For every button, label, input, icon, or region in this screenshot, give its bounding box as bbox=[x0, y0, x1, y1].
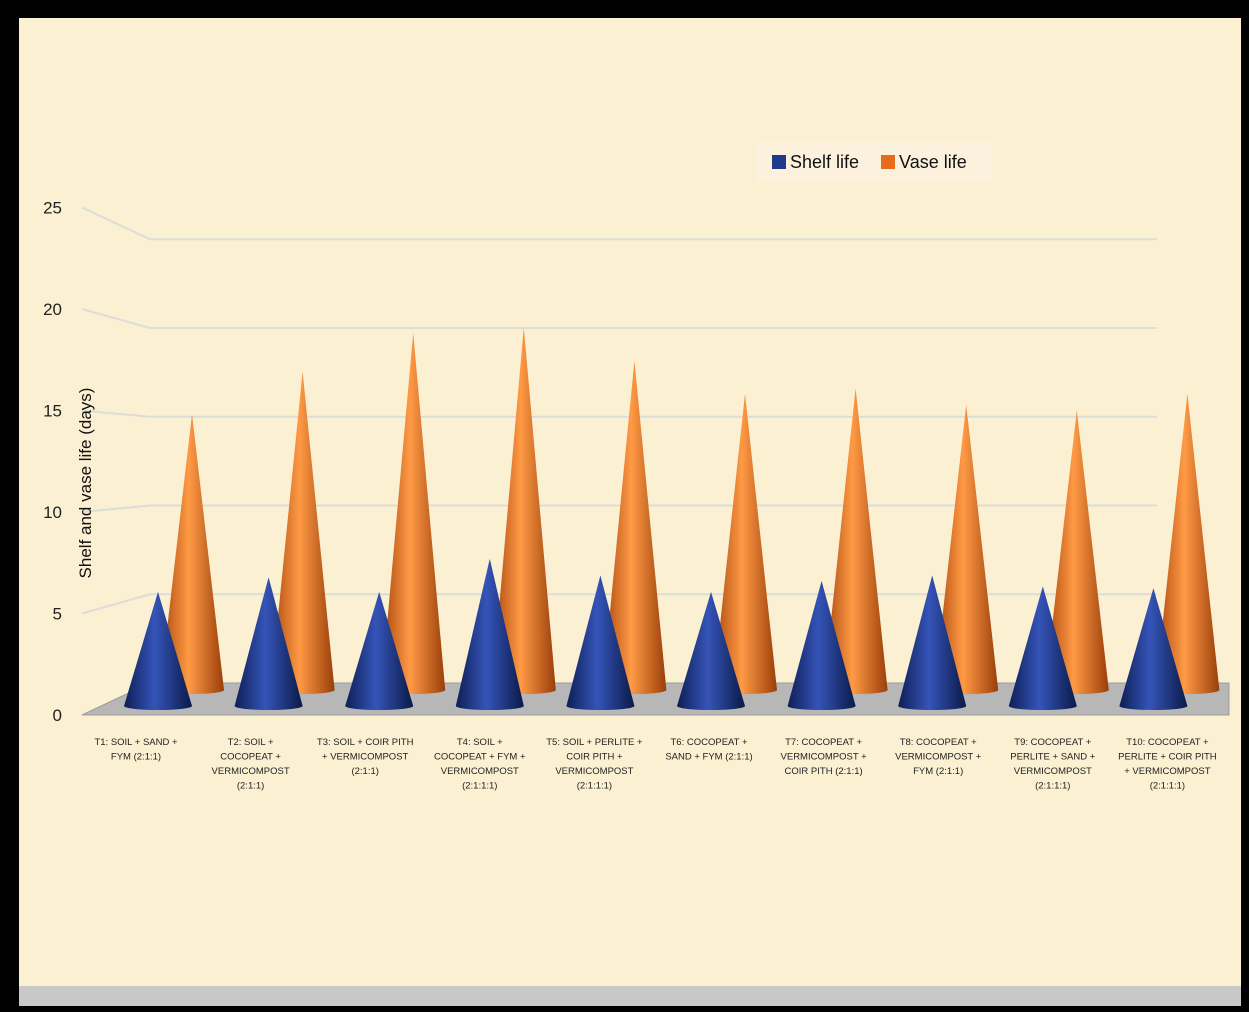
vase-life-cone bbox=[602, 360, 667, 694]
y-tick-label: 5 bbox=[53, 605, 62, 624]
x-tick-label: T7: COCOPEAT + VERMICOMPOST + COIR PITH (2… bbox=[781, 737, 868, 777]
shelf-life-cone bbox=[345, 591, 414, 710]
legend-item-shelf-life: Shelf life bbox=[772, 152, 859, 173]
shelf-life-cone bbox=[234, 577, 303, 710]
shelf-life-cone bbox=[124, 591, 192, 710]
x-tick-label: T1: SOIL + SAND + FYM (2:1:1) bbox=[94, 737, 178, 763]
shelf-life-cone bbox=[455, 558, 524, 710]
x-tick-label: T8: COCOPEAT + VERMICOMPOST + FYM (2:1:1) bbox=[895, 737, 982, 777]
gridline bbox=[81, 308, 1157, 329]
y-tick-label: 20 bbox=[43, 300, 62, 319]
y-tick-label: 10 bbox=[43, 503, 62, 522]
legend-label-shelf-life: Shelf life bbox=[790, 151, 860, 172]
x-tick-label: T2: SOIL + COCOPEAT + VERMICOMPOST (2:1:1) bbox=[212, 737, 290, 792]
vase-life-cone bbox=[160, 414, 224, 694]
shelf-life-cone bbox=[566, 575, 635, 710]
x-tick-label: T4: SOIL + COCOPEAT + FYM + VERMICOMPOST (2… bbox=[434, 737, 526, 792]
vase-life-cone bbox=[823, 388, 888, 694]
gridline bbox=[81, 206, 1157, 241]
y-tick-label: 0 bbox=[53, 706, 62, 725]
legend-item-vase-life: Vase life bbox=[881, 152, 967, 173]
vase-life-cone bbox=[934, 404, 999, 694]
vase-life-cone bbox=[381, 333, 446, 694]
legend-label-vase-life: Vase life bbox=[899, 151, 967, 172]
shelf-life-cone bbox=[677, 591, 745, 710]
x-tick-label: T9: COCOPEAT + PERLITE + SAND + VERMICOMPO… bbox=[1010, 737, 1095, 792]
vase-life-cone bbox=[713, 393, 777, 694]
shelf-life-cone bbox=[898, 575, 967, 710]
shelf-life-cone bbox=[787, 580, 856, 710]
vase-life-cone bbox=[1044, 410, 1109, 694]
x-tick-label: T5: SOIL + PERLITE + COIR PITH + VERMICOMP… bbox=[546, 737, 643, 792]
shelf-life-cone bbox=[1119, 588, 1188, 710]
y-tick-label: 25 bbox=[43, 199, 62, 218]
legend: Shelf life Vase life bbox=[756, 142, 992, 182]
vase-life-cone bbox=[491, 327, 556, 694]
x-tick-label: T10: COCOPEAT + PERLITE + COIR PITH + VERM… bbox=[1118, 737, 1217, 792]
bottom-strip bbox=[19, 986, 1241, 1006]
legend-swatch-shelf-life bbox=[772, 155, 786, 169]
x-tick-label: T3: SOIL + COIR PITH + VERMICOMPOST (2:1:1… bbox=[317, 737, 414, 777]
x-axis-labels: T1: SOIL + SAND + FYM (2:1:1) T2: SOIL + CO… bbox=[94, 737, 1216, 792]
vase-life-series bbox=[160, 327, 1220, 694]
vase-life-cone bbox=[270, 371, 335, 694]
y-tick-label: 15 bbox=[43, 402, 62, 421]
y-axis-ticks: 0 5 10 15 20 25 bbox=[43, 199, 62, 726]
shelf-life-series bbox=[124, 558, 1188, 710]
y-axis-title: Shelf and vase life (days) bbox=[76, 387, 95, 579]
legend-swatch-vase-life bbox=[881, 155, 896, 169]
gridline bbox=[81, 409, 1157, 418]
vase-life-cone bbox=[1155, 393, 1220, 694]
gridline bbox=[81, 504, 1157, 513]
x-tick-label: T6: COCOPEAT + SAND + FYM (2:1:1) bbox=[665, 737, 752, 763]
shelf-life-cone bbox=[1008, 586, 1077, 710]
